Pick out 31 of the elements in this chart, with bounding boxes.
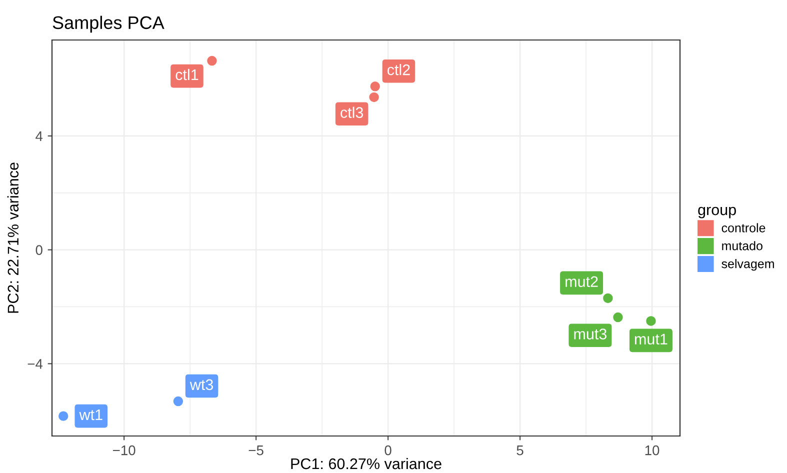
chart-title: Samples PCA <box>52 16 164 33</box>
legend-label: mutado <box>722 241 762 250</box>
legend-label: selvagem <box>722 259 774 271</box>
point <box>603 293 613 304</box>
point <box>207 56 217 66</box>
x-tick-label: −10 <box>112 445 136 456</box>
legend-title: group <box>698 206 736 218</box>
annotation: mut3 <box>574 328 606 340</box>
point <box>173 396 184 406</box>
x-tick-label: −5 <box>248 446 264 456</box>
legend-label: controle <box>722 223 766 232</box>
y-axis-title: PC2: 22.71% variance <box>7 162 19 313</box>
y-tick-label: 4 <box>36 131 43 141</box>
annotation: mut2 <box>566 276 598 288</box>
y-tick-label: −4 <box>28 359 43 369</box>
annotation: wt1 <box>79 410 102 420</box>
x-tick-label: 10 <box>645 445 660 456</box>
point <box>613 312 623 322</box>
x-tick-label: 0 <box>384 445 392 456</box>
y-tick-label: 0 <box>36 245 42 255</box>
point <box>646 316 656 326</box>
annotation: mut1 <box>634 334 668 345</box>
x-axis-title: PC1: 60.27% variance <box>291 458 442 470</box>
point <box>369 92 379 102</box>
point <box>370 82 380 92</box>
annotation: ctl3 <box>340 106 364 118</box>
point <box>58 411 68 421</box>
annotation: ctl1 <box>176 68 198 80</box>
annotation: ctl2 <box>387 64 410 76</box>
annotation: wt3 <box>190 379 214 390</box>
x-tick-label: 5 <box>516 446 524 456</box>
